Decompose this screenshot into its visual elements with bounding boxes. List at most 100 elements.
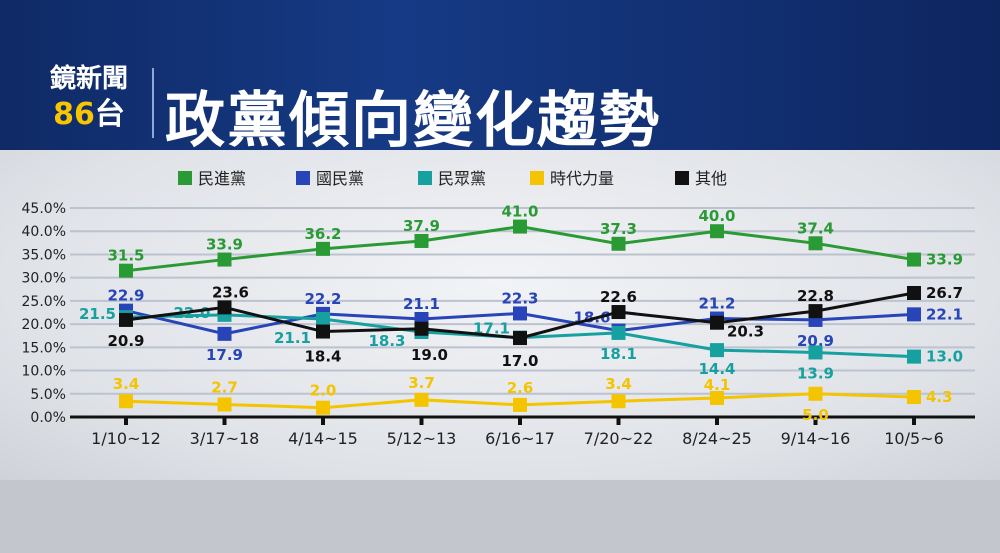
- page-title: 政黨傾向變化趨勢: [165, 86, 661, 156]
- data-point: [907, 390, 921, 405]
- data-label: 31.5: [107, 247, 144, 265]
- data-point: [611, 236, 626, 251]
- data-point: [710, 390, 724, 405]
- logo-suffix: 台: [94, 97, 125, 132]
- data-point: [907, 285, 921, 300]
- x-tick-label: 3/17~18: [190, 429, 260, 448]
- legend-label: 時代力量: [550, 169, 614, 188]
- x-tick-label: 10/5~6: [884, 429, 944, 448]
- data-point: [119, 312, 133, 327]
- x-tick-label: 6/16~17: [485, 429, 555, 448]
- y-tick-label: 40.0%: [22, 224, 66, 240]
- data-point: [119, 394, 133, 409]
- data-point: [414, 233, 429, 248]
- logo-divider: [152, 68, 154, 138]
- data-point: [316, 241, 330, 256]
- data-label: 3.4: [605, 375, 632, 393]
- data-label: 18.3: [368, 332, 405, 350]
- data-point: [611, 325, 626, 340]
- data-point: [710, 343, 724, 358]
- data-label: 2.6: [507, 379, 534, 397]
- data-label: 19.0: [411, 346, 448, 364]
- legend-marker: [530, 171, 544, 185]
- data-point: [907, 252, 921, 267]
- data-label: 36.2: [304, 225, 341, 243]
- data-point: [513, 397, 527, 412]
- data-label: 37.4: [797, 219, 834, 237]
- data-point: [316, 312, 330, 327]
- data-label: 2.0: [310, 382, 337, 400]
- data-point: [217, 397, 232, 412]
- data-label: 13.9: [797, 364, 834, 382]
- data-label: 4.1: [704, 376, 731, 394]
- data-point: [808, 386, 823, 401]
- data-label: 5.0: [802, 406, 829, 424]
- channel-logo: 鏡新聞 86台: [30, 62, 148, 142]
- data-label: 20.9: [797, 332, 834, 350]
- data-point: [217, 326, 232, 341]
- data-point: [513, 306, 527, 321]
- data-label: 14.4: [698, 360, 735, 378]
- data-point: [513, 219, 527, 234]
- data-point: [611, 305, 626, 320]
- legend-marker: [418, 171, 432, 185]
- data-point: [808, 345, 823, 360]
- data-label: 23.6: [212, 283, 249, 301]
- data-point: [316, 324, 330, 339]
- x-tick-label: 5/12~13: [387, 429, 457, 448]
- data-label: 26.7: [926, 284, 963, 302]
- data-label: 3.4: [113, 375, 140, 393]
- data-label: 37.9: [403, 217, 440, 235]
- legend-marker: [675, 171, 689, 185]
- data-label: 22.9: [107, 287, 144, 305]
- logo-channel: 86台: [30, 96, 148, 134]
- y-tick-label: 10.0%: [22, 364, 66, 380]
- data-label: 18.1: [600, 345, 637, 363]
- x-tick-label: 1/10~12: [91, 429, 161, 448]
- data-point: [710, 224, 724, 239]
- y-tick-label: 0.0%: [30, 410, 66, 426]
- logo-number: 86: [53, 97, 95, 132]
- data-label: 20.3: [727, 323, 764, 341]
- data-label: 22.3: [501, 289, 538, 307]
- data-label: 21.1: [403, 295, 440, 313]
- data-label: 37.3: [600, 220, 637, 238]
- data-point: [217, 300, 232, 315]
- data-label: 17.0: [501, 352, 538, 370]
- logo-name: 鏡新聞: [49, 64, 128, 94]
- data-label: 40.0: [698, 207, 735, 225]
- data-point: [316, 400, 330, 415]
- y-tick-label: 15.0%: [22, 340, 66, 356]
- data-label: 41.0: [501, 203, 538, 221]
- data-label: 21.2: [698, 295, 735, 313]
- legend-label: 民進黨: [198, 169, 246, 188]
- data-label: 17.9: [206, 346, 243, 364]
- y-tick-label: 5.0%: [30, 387, 66, 403]
- data-label: 4.3: [926, 388, 953, 406]
- x-tick-label: 8/24~25: [682, 429, 752, 448]
- data-point: [611, 394, 626, 409]
- x-tick-label: 7/20~22: [584, 429, 654, 448]
- y-tick-label: 30.0%: [22, 271, 66, 287]
- y-tick-label: 20.0%: [22, 317, 66, 333]
- data-point: [710, 315, 724, 330]
- data-label: 33.9: [926, 251, 963, 269]
- legend-label: 民眾黨: [438, 169, 486, 188]
- y-tick-label: 35.0%: [22, 247, 66, 263]
- data-point: [907, 307, 921, 322]
- data-label: 21.5: [79, 305, 116, 323]
- data-point: [808, 304, 823, 319]
- data-label: 18.4: [304, 348, 341, 366]
- legend-marker: [178, 171, 192, 185]
- legend-label: 國民黨: [316, 169, 364, 188]
- data-point: [217, 252, 232, 267]
- data-point: [414, 392, 429, 407]
- data-label: 22.6: [600, 288, 637, 306]
- data-point: [808, 236, 823, 251]
- legend-marker: [296, 171, 310, 185]
- data-point: [907, 349, 921, 364]
- data-label: 22.8: [797, 287, 834, 305]
- data-label: 22.2: [304, 290, 341, 308]
- data-point: [119, 263, 133, 278]
